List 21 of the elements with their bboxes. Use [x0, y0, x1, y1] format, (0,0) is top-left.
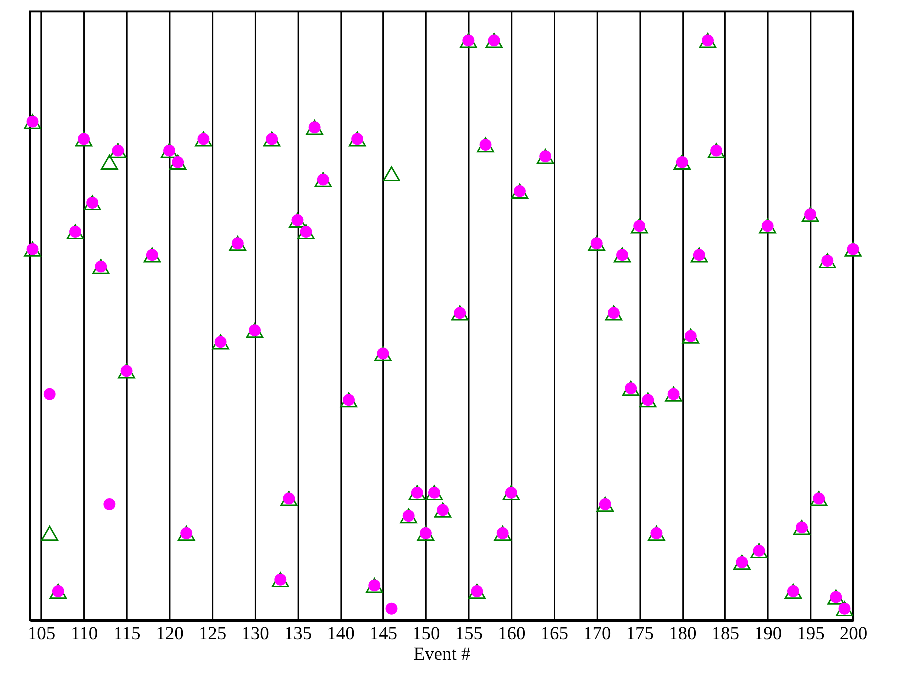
- x-tick-label: 185: [712, 624, 740, 644]
- x-tick-label: 175: [626, 624, 654, 644]
- x-tick-label: 140: [327, 624, 355, 644]
- x-tick-label: 155: [455, 624, 484, 644]
- x-tick-label: 145: [370, 624, 398, 644]
- x-tick-label: 135: [284, 624, 312, 644]
- x-tick-label: 170: [583, 624, 612, 644]
- x-tick-label: 110: [70, 624, 98, 644]
- x-tick-label: 130: [242, 624, 270, 644]
- x-tick-label: 165: [540, 624, 569, 644]
- x-tick-label: 180: [668, 624, 697, 644]
- x-tick-label: 200: [840, 624, 868, 644]
- x-tick-label: 120: [156, 624, 184, 644]
- x-tick-label: 195: [797, 624, 825, 644]
- x-tick-label: 105: [28, 624, 56, 644]
- x-tick-label: 150: [412, 624, 440, 644]
- x-tick-label: 160: [498, 624, 526, 644]
- x-tick-label: 115: [114, 624, 141, 644]
- x-tick-label: 190: [754, 624, 782, 644]
- x-axis-title: Event #: [414, 644, 471, 665]
- x-tick-label: 125: [198, 624, 227, 644]
